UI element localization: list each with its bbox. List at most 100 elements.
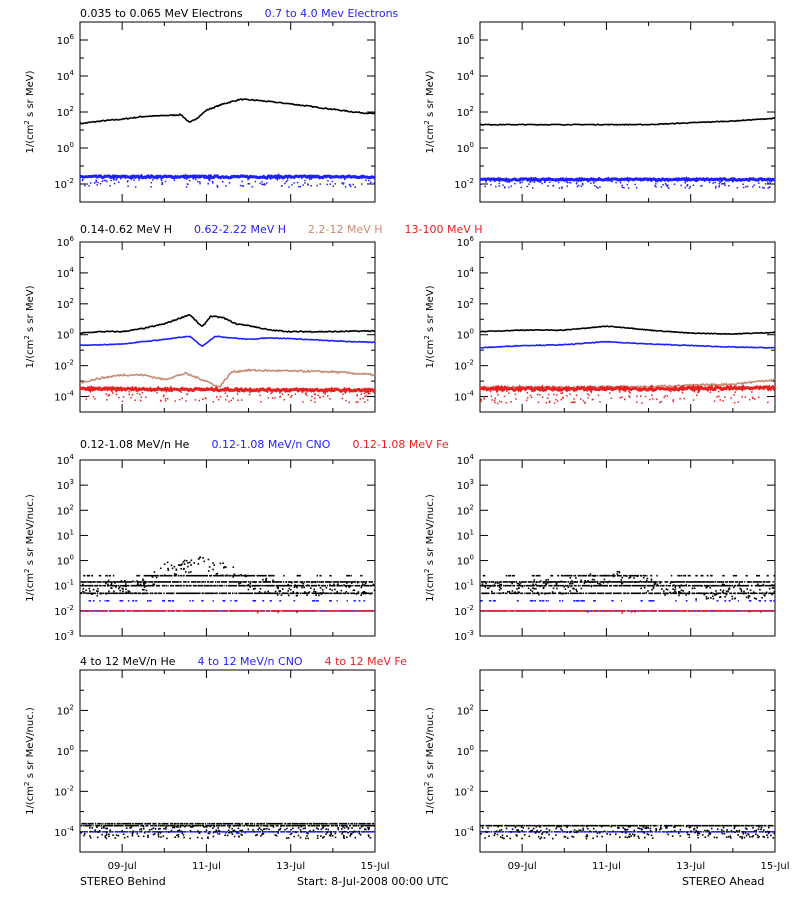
panel-6-series-1-black-dot — [743, 590, 745, 593]
panel-4-series-4-red-dot — [609, 392, 611, 394]
panel-3-frame — [79, 241, 376, 413]
panel-1-series-2-blue-dot — [307, 184, 309, 186]
panel-8-series-2-black-dot — [673, 829, 676, 832]
panel-7-series-2-black-dot — [114, 837, 117, 839]
panel-7-series-2-black-dot — [330, 833, 333, 835]
panel-4-series-4-red-dot — [724, 396, 726, 398]
panel-4-series-4-red-dot — [628, 395, 630, 397]
panel-6-series-1-black-dot — [484, 586, 487, 588]
panel-5-series-1-black-dot — [163, 574, 166, 576]
panel-3-series-4-red-dot — [164, 398, 167, 400]
panel-5-series-1-black-dot — [80, 592, 83, 594]
panel-8-series-2-black-dot — [516, 835, 518, 837]
panel-8-series-2-black-dot — [693, 828, 695, 831]
panel-1-series-2-blue-dot — [195, 178, 197, 181]
panel-5-series-1-black-dot — [88, 587, 91, 590]
panel-6-ytick-label-8: 104 — [457, 453, 475, 467]
panel-6-series-1-black-dot — [518, 587, 520, 589]
panel-5-series-1-black-dot — [264, 591, 266, 593]
panel-6-series-1-black-dot — [692, 585, 694, 587]
panel-7-series-2-black-dot — [153, 832, 156, 835]
panel-3-series-4-red-dot — [240, 399, 243, 401]
panel-5-series-1-black-dot — [173, 573, 176, 575]
panel-5-series-1-black-dot — [96, 594, 99, 597]
panel-1-series-2-blue-dot — [93, 182, 96, 184]
panel-8-series-2-black-dot — [659, 826, 662, 829]
panel-5-series-1-black-dot — [142, 582, 145, 585]
panel-6-series-1-black-dot — [673, 590, 676, 592]
panel-3-series-4-red-dot — [162, 389, 164, 392]
panel-1-series-2-blue-dot — [327, 180, 329, 182]
panel-6-series-1-black-dot — [674, 588, 677, 591]
panel-5-series-1-black-dot — [179, 564, 182, 566]
panel-2-series-2-blue-dot — [577, 184, 580, 187]
panel-5-series-1-black-dot — [350, 582, 353, 584]
panel-3-series-4-red-dot — [262, 389, 265, 392]
panel-7-series-2-black-dot — [204, 825, 207, 828]
panel-7-series-2-black-dot — [342, 826, 344, 828]
panel-3: 0.14-0.62 MeV H 0.62-2.22 MeV H 2.2-12 MeV… — [23, 223, 483, 413]
panel-2-series-2-blue-dot — [521, 181, 523, 184]
panel-8-series-2-black-dot — [592, 837, 594, 840]
panel-1-series-2-blue-dot — [164, 180, 167, 183]
panel-8-series-2-black-dot — [741, 837, 743, 840]
panel-5-series-1-black-dot — [190, 559, 193, 562]
panel-6-series-1-black-dot — [486, 587, 489, 590]
panel-5-series-1-black-dot — [110, 584, 113, 586]
panel-5-series-1-black-dot — [293, 586, 296, 588]
panel-7-series-2-black-dot — [350, 833, 353, 835]
panel-8-series-2-black-dot — [586, 825, 588, 828]
panel-4-series-4-red-dot — [592, 398, 594, 401]
panel-5-series-1-black-dot — [118, 587, 120, 590]
panel-2-series-2-blue-dot — [565, 180, 568, 182]
panel-6-series-1-black-dot — [719, 589, 722, 591]
panel-8-series-2-black-dot — [647, 827, 649, 829]
panel-5-series-1-black-dot — [180, 568, 182, 570]
panel-8-series-2-black-dot — [686, 831, 688, 834]
panel-7-series-2-black-dot — [295, 831, 297, 834]
panel-6-series-1-black-dot — [645, 591, 648, 594]
panel-7-series-2-black-dot — [369, 837, 372, 839]
panel-7-series-2-black-dot — [305, 837, 307, 840]
panel-1-series-2-blue-dot — [109, 185, 111, 187]
panel-6-series-1-black-dot — [589, 581, 592, 584]
panel-2-series-2-blue-dot — [580, 185, 582, 188]
panel-7-series-2-black-dot — [258, 827, 261, 829]
panel-6-series-1-black-dot — [562, 592, 565, 595]
panel-7-series-2-black-dot — [239, 823, 241, 826]
panel-8-series-2-black-dot — [624, 832, 627, 834]
panel-3-series-4-red-dot — [194, 389, 196, 392]
panel-7-series-2-black-dot — [103, 827, 105, 829]
panel-6-series-1-black-dot — [593, 578, 596, 581]
panel-7-series-2-black-dot — [343, 836, 345, 838]
panel-4-frame — [479, 241, 776, 413]
panel-5-series-1-black-dot — [277, 587, 279, 590]
panel-7-series-2-black-dot — [354, 836, 357, 839]
panel-5-series-1-black-dot — [124, 583, 127, 585]
panel-7-series-2-black-dot — [368, 835, 370, 838]
panel-1-series-2-blue-dot — [331, 180, 334, 183]
panel-8-series-2-black-dot — [529, 830, 532, 832]
panel-6-series-1-black-dot — [591, 578, 594, 581]
panel-7-series-2-black-dot — [140, 828, 143, 830]
panel-3-series-4-red-dot — [271, 391, 273, 394]
panel-6-series-1-black-dot — [725, 593, 728, 596]
panel-6-series-1-black-dot — [659, 582, 662, 584]
panel-7-series-2-black-dot — [226, 834, 229, 837]
panel-7-series-2-black-dot — [353, 830, 356, 833]
panel-5-series-1-black-dot — [317, 584, 320, 587]
panel-4-ytick-label-5: 104 — [457, 266, 475, 280]
panel-3-series-4-red-dot — [324, 391, 327, 393]
panel-1-series-2-blue-dot — [150, 182, 153, 184]
panel-6-series-1-black-dot — [529, 589, 532, 591]
panel-6-plot-area — [480, 570, 775, 614]
panel-1-series-2-blue-dot — [194, 176, 197, 179]
panel-6-series-1-black-dot — [540, 592, 543, 594]
panel-7-series-2-black-dot — [284, 828, 286, 831]
panel-6-series-1-black-dot — [567, 586, 570, 589]
panel-6-series-1-black-dot — [672, 592, 675, 594]
panel-8-series-2-black-dot — [660, 827, 663, 830]
panel-8-series-2-black-dot — [765, 831, 767, 833]
panel-8-xtick-label-4: 15-Jul — [761, 861, 790, 872]
panel-7-series-2-black-dot — [262, 832, 265, 835]
